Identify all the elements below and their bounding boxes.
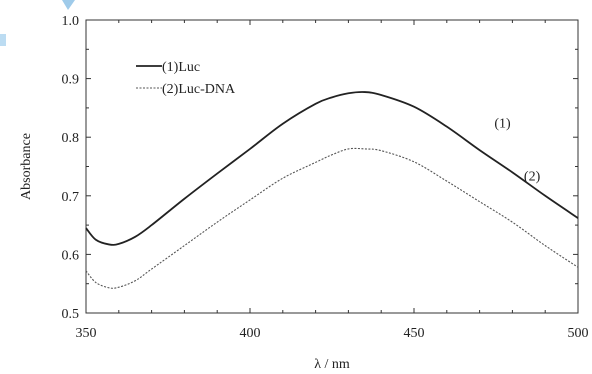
y-tick-label: 0.8: [62, 131, 80, 146]
series-line-2: [85, 147, 579, 289]
y-tick-label: 0.7: [62, 190, 80, 205]
y-tick-label: 1.0: [62, 14, 80, 29]
x-tick-label: 450: [404, 326, 425, 341]
x-tick-label: 400: [240, 326, 261, 341]
y-axis-label: Absorbance: [19, 133, 34, 200]
x-tick-label: 350: [76, 326, 97, 341]
legend-label-2: (2)Luc-DNA: [162, 82, 236, 97]
corner-decoration: [0, 0, 75, 46]
x-tick-label: 500: [568, 326, 589, 341]
x-axis-label: λ / nm: [314, 357, 350, 372]
y-tick-label: 0.5: [62, 307, 80, 322]
legend-label-1: (1)Luc: [162, 60, 200, 75]
y-tick-label: 0.6: [62, 248, 80, 263]
curve-label-2: (2): [524, 169, 541, 184]
series-line-1: [85, 91, 579, 246]
y-tick-label: 0.9: [62, 73, 80, 88]
curve-label-1: (1): [494, 117, 511, 132]
